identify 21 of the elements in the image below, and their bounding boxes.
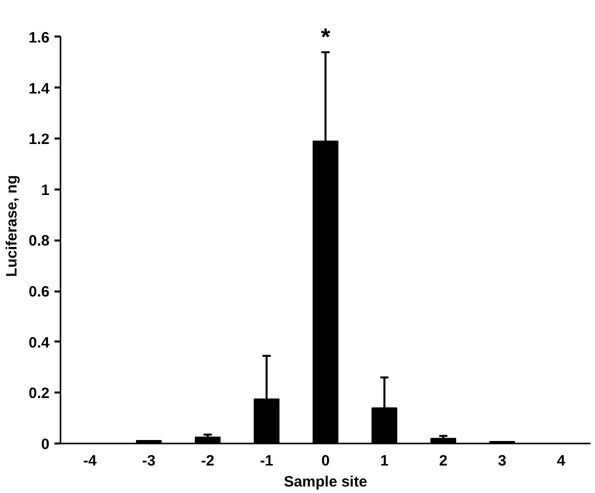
annotation: * — [320, 24, 331, 52]
y-axis-title: Luciferase, ng — [4, 175, 21, 277]
y-tick-label: 1.4 — [28, 80, 50, 98]
y-tick-label: 0.4 — [28, 334, 50, 352]
y-tick-label: 0.2 — [28, 385, 50, 402]
x-tick-label: 4 — [556, 452, 566, 470]
y-tick-label: 1.2 — [28, 131, 50, 148]
x-tick-label: 3 — [498, 452, 506, 470]
x-axis-title: Sample site — [284, 474, 368, 490]
y-tick-label: 0.8 — [28, 232, 50, 250]
x-tick-label: -4 — [83, 452, 98, 470]
x-tick-label: 1 — [380, 452, 389, 470]
y-tick-label: 0.6 — [28, 284, 50, 301]
x-tick-label: -2 — [201, 452, 214, 470]
x-tick-label: 2 — [439, 452, 448, 470]
x-tick-label: 0 — [321, 452, 330, 470]
x-tick-label: -1 — [260, 452, 274, 470]
y-tick-label: 1 — [41, 182, 50, 199]
x-tick-label: -3 — [142, 452, 156, 470]
y-tick-label: 0 — [41, 436, 50, 453]
y-tick-label: 1.6 — [28, 29, 50, 46]
